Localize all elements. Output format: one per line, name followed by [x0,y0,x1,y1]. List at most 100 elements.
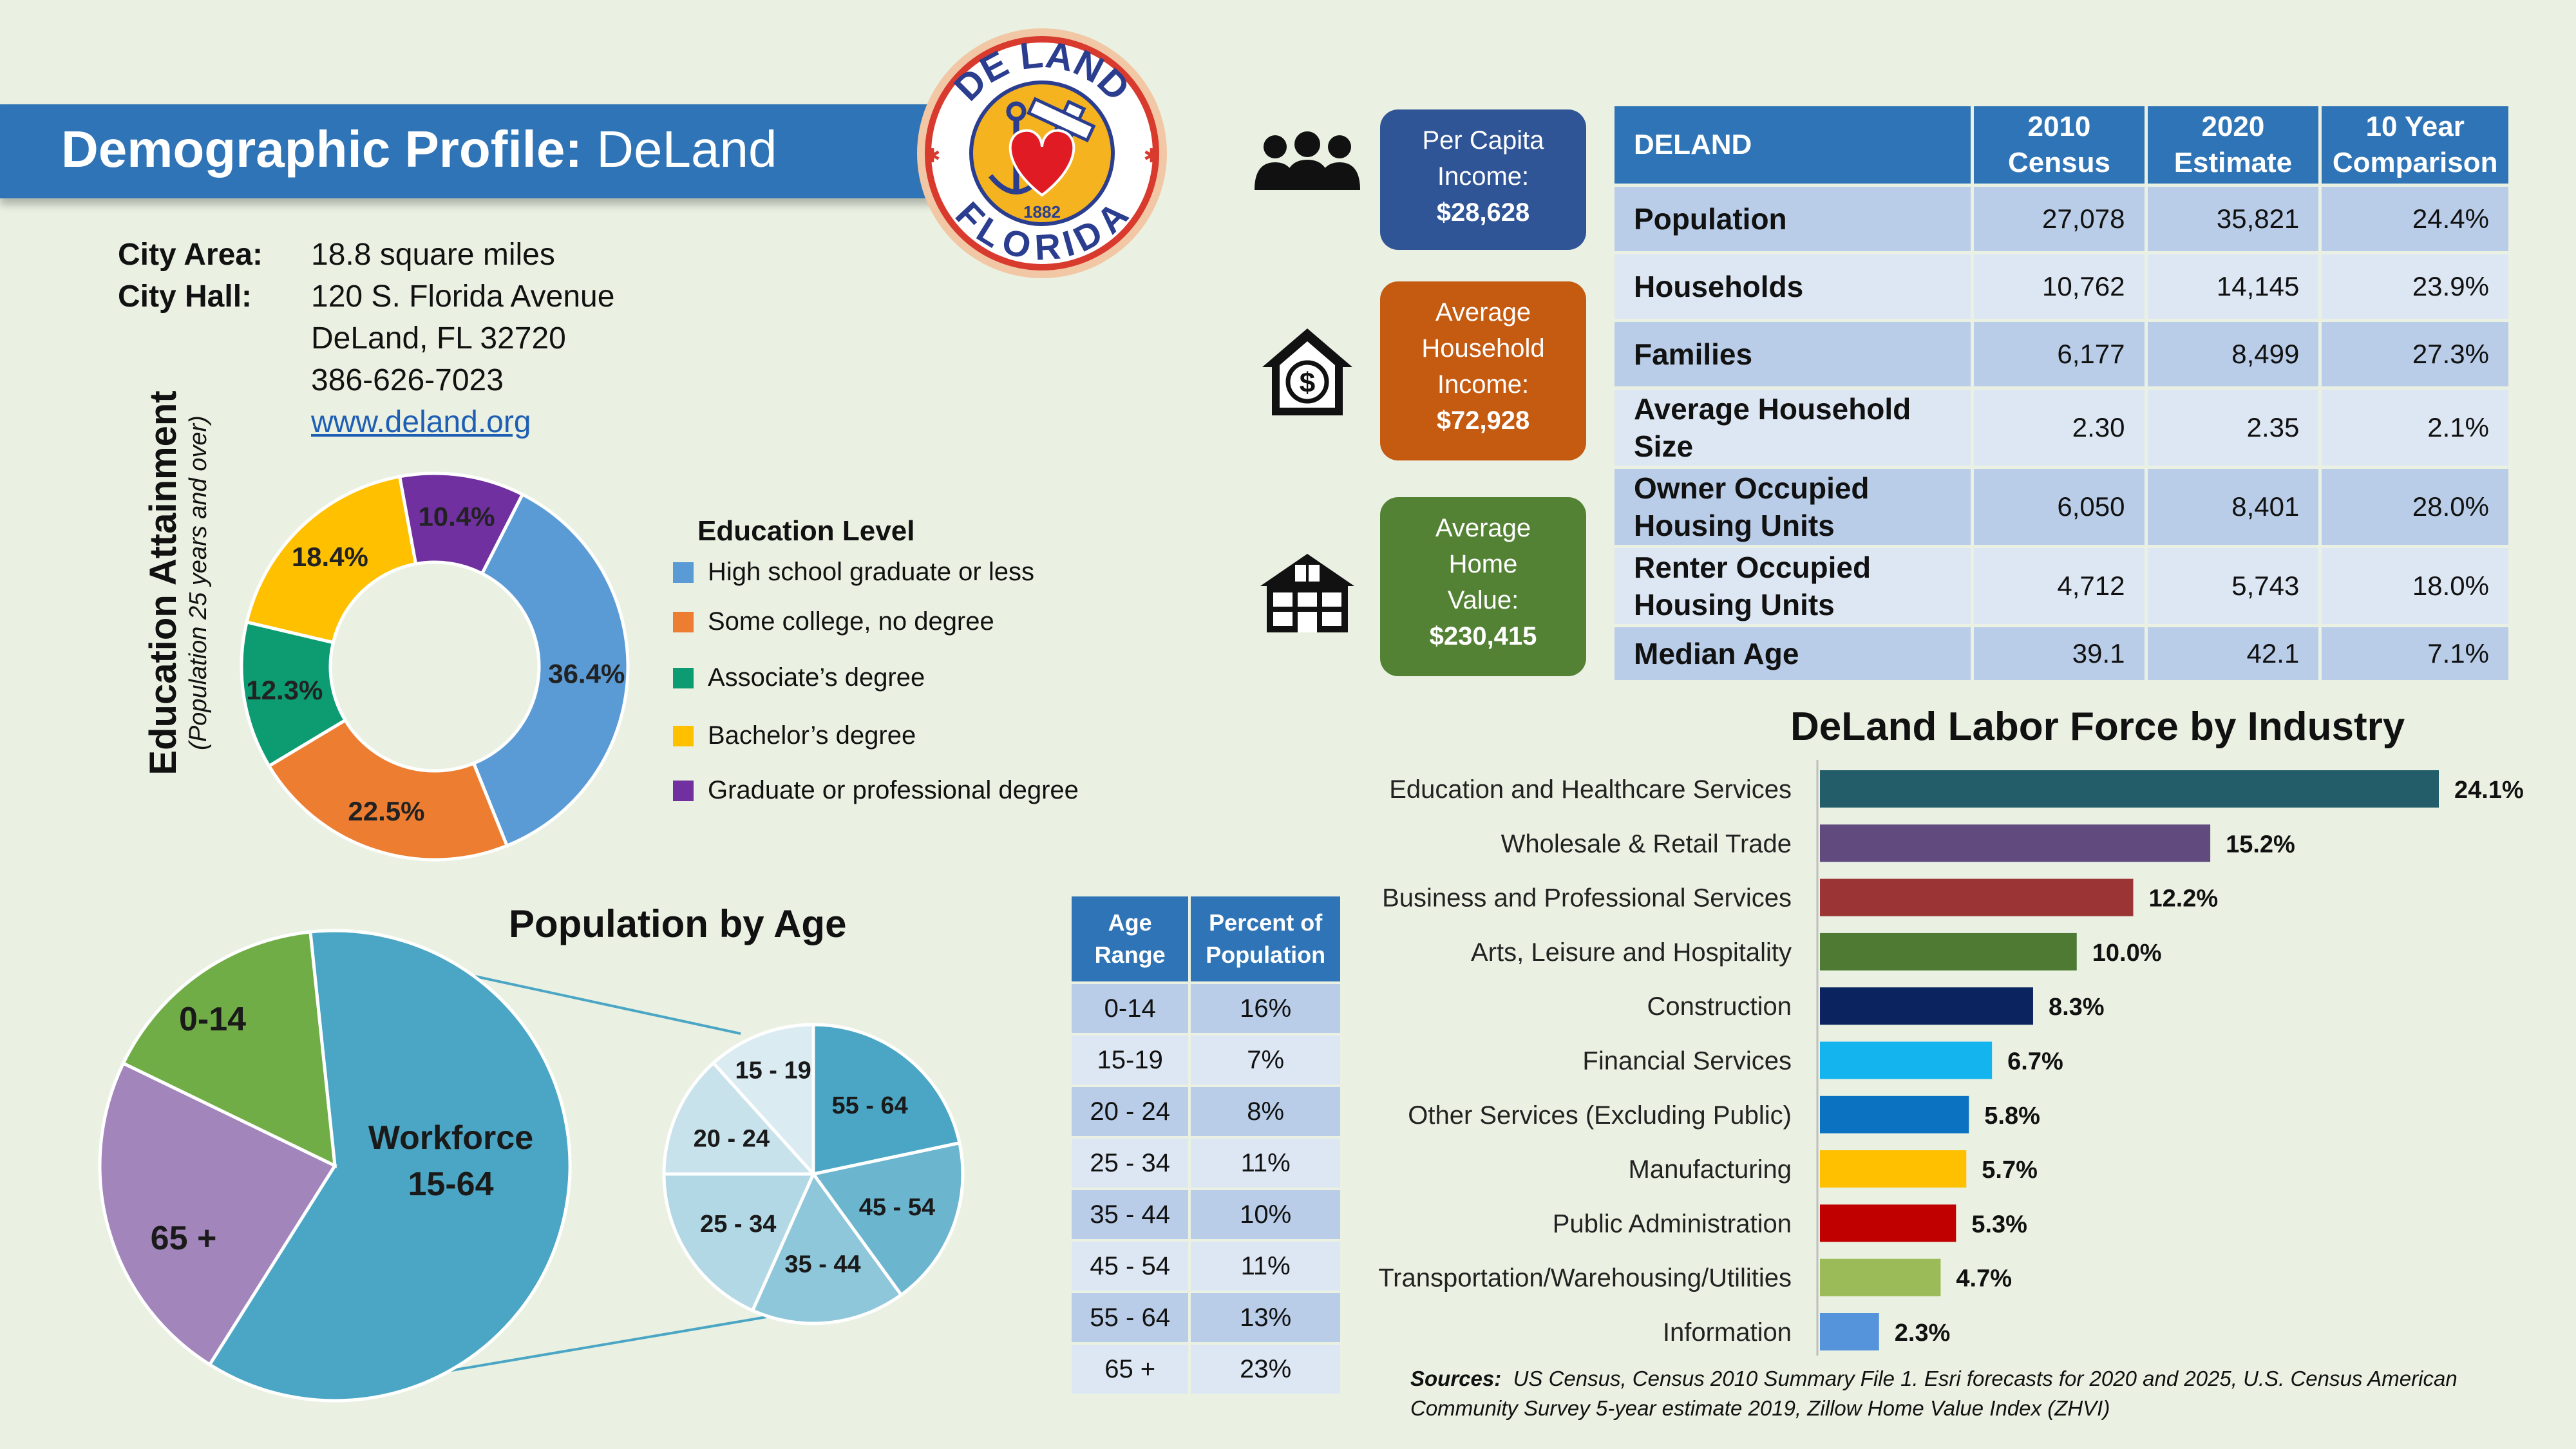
city-website-link[interactable]: www.deland.org [311,405,531,439]
donut-slice-label: 36.4% [548,658,625,688]
sources-note: Sources: US Census, Census 2010 Summary … [1410,1364,2557,1423]
education-legend-title: Education Level [697,515,915,547]
industry-bar [1820,1041,1993,1079]
table-cell: 42.1 [2147,627,2319,680]
age-range-cell: 45 - 54 [1072,1242,1189,1291]
legend-item: Some college, no degree [673,607,994,636]
table-cell: 35,821 [2147,187,2319,251]
demographic-table: DELAND 2010 Census 2020 Estimate 10 Year… [1611,103,2512,683]
box-label: Average [1435,298,1531,327]
age-pie-label: 0-14 [179,1001,246,1038]
age-percent-cell: 7% [1191,1036,1340,1084]
page-title-city: DeLand [596,120,777,178]
donut-slice [245,475,418,645]
workforce-pie-label: 45 - 54 [859,1194,935,1221]
table-cell: 7.1% [2322,627,2508,680]
table-row: Renter Occupied Housing Units 4,712 5,743 1… [1615,548,2508,624]
workforce-pie-label: 55 - 64 [831,1092,907,1119]
table-cell: 2.30 [1974,390,2145,466]
table-row: 15-19 7% [1072,1036,1340,1084]
industry-label: Public Administration [1553,1209,1792,1238]
industry-bar [1820,987,2033,1025]
table-cell: 6,050 [1974,469,2145,545]
logo-star-right: ✱ [1143,146,1159,167]
table-row: Median Age 39.1 42.1 7.1% [1615,627,2508,680]
industry-bar [1820,1095,1969,1133]
per-capita-income-value: $28,628 [1436,198,1530,227]
page-title-bold: Demographic Profile: [61,120,583,178]
table-cell: 5,743 [2147,548,2319,624]
table-header-cell: DELAND [1615,106,1971,184]
labor-force-bar-chart: Education and Healthcare Services 24.1% Wh… [1378,760,2524,1356]
industry-value-label: 4.7% [1956,1265,2012,1293]
box-label: Home [1448,550,1518,578]
legend-swatch [673,562,694,583]
donut-slice-label: 22.5% [348,796,424,826]
table-cell: Median Age [1615,627,1971,680]
age-pie-label: Workforce [368,1119,533,1157]
age-percent-cell: 23% [1191,1345,1340,1394]
legend-label: Associate’s degree [708,663,925,692]
legend-item: Associate’s degree [673,663,925,692]
table-header-cell: Percent of Population [1191,896,1340,981]
industry-label: Arts, Leisure and Hospitality [1471,938,1792,967]
logo-star-left: ✱ [924,146,940,167]
industry-value-label: 10.0% [2092,940,2162,967]
city-area-value: 18.8 square miles [311,238,555,272]
education-title: Education Attainment [142,390,184,775]
table-row: Average Household Size 2.30 2.35 2.1% [1615,390,2508,466]
city-area-label: City Area: [118,238,263,272]
household-income-box: Average Household Income: $72,928 [1380,281,1586,460]
legend-label: Graduate or professional degree [708,776,1079,804]
age-pie-slice [121,930,337,1169]
industry-label: Transportation/Warehousing/Utilities [1378,1264,1792,1293]
table-header-cell: 2020 Estimate [2147,106,2319,184]
industry-value-label: 5.7% [1982,1157,2038,1184]
legend-swatch [673,668,694,688]
education-subtitle: (Population 25 years and over) [185,415,212,750]
legend-label: Bachelor’s degree [708,721,916,750]
legend-label: High school graduate or less [708,558,1034,586]
table-row: 45 - 54 11% [1072,1242,1340,1291]
age-range-cell: 20 - 24 [1072,1087,1189,1136]
table-row: 20 - 24 8% [1072,1087,1340,1136]
table-cell: 23.9% [2322,254,2508,319]
table-cell: Families [1615,322,1971,386]
table-cell: 2.35 [2147,390,2319,466]
workforce-pie-slice [662,1172,816,1313]
legend-swatch [673,726,694,746]
house-dollar-icon: $ [1262,328,1352,415]
box-label: Income: [1437,162,1530,191]
city-hall-label: City Hall: [118,279,252,314]
industry-bar [1820,1150,1967,1188]
industry-label: Financial Services [1582,1047,1792,1075]
workforce-pie-slice [711,1023,815,1179]
legend-label: Some college, no degree [708,607,994,636]
workforce-pie-label: 15 - 19 [735,1057,811,1084]
workforce-pie-label: 20 - 24 [694,1125,770,1152]
industry-value-label: 5.8% [1984,1103,2040,1130]
industry-bar [1820,933,2077,971]
industry-value-label: 2.3% [1895,1320,1951,1347]
table-cell: 18.0% [2322,548,2508,624]
legend-item: Graduate or professional degree [673,776,1079,805]
city-hall-phone: 386-626-7023 [311,363,504,397]
age-pie-label: 65 + [151,1220,217,1257]
donut-slice-label: 18.4% [292,542,368,572]
table-cell: 27.3% [2322,322,2508,386]
workforce-pie-label: 35 - 44 [784,1251,860,1278]
industry-label: Education and Healthcare Services [1389,775,1792,804]
age-pie-slice [207,929,572,1403]
home-value-box: Average Home Value: $230,415 [1380,497,1586,676]
legend-swatch [673,612,694,632]
workforce-pie-slice [810,1141,965,1298]
donut-slice [471,492,630,848]
donut-slice [267,717,509,862]
industry-bar [1820,878,2134,916]
people-icon [1255,131,1360,190]
industry-label: Manufacturing [1629,1155,1792,1184]
home-icon [1260,554,1354,632]
labor-force-title: DeLand Labor Force by Industry [1790,705,2405,749]
donut-slice [240,620,348,768]
industry-label: Information [1663,1318,1792,1347]
